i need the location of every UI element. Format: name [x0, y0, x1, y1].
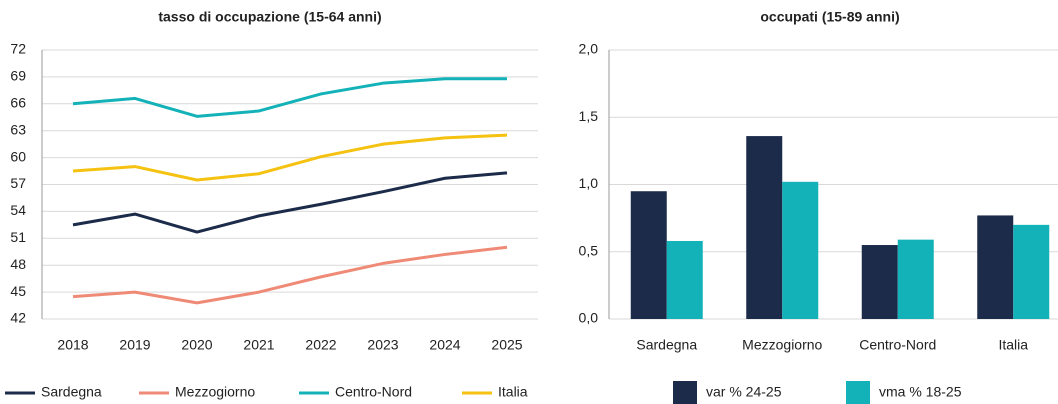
legend-swatch [846, 381, 870, 404]
x-tick-label: 2018 [57, 337, 88, 353]
y-tick-label: 1,5 [579, 108, 599, 124]
y-tick-label: 1,0 [579, 175, 599, 191]
y-tick-label: 72 [10, 41, 26, 57]
bar [630, 191, 667, 319]
legend-label: vma % 18-25 [879, 384, 962, 400]
x-tick-label: 2019 [119, 337, 150, 353]
chart-title: tasso di occupazione (15-64 anni) [158, 9, 381, 25]
y-tick-label: 0,5 [579, 242, 599, 258]
y-tick-label: 48 [10, 256, 26, 272]
x-tick-label: 2023 [367, 337, 398, 353]
y-tick-label: 63 [10, 121, 26, 137]
bar [782, 181, 819, 319]
line-series [72, 133, 508, 182]
x-tick-label: 2021 [243, 337, 274, 353]
bar [746, 136, 783, 319]
legend-label: var % 24-25 [706, 384, 782, 400]
y-tick-label: 45 [10, 283, 26, 299]
line-series [72, 171, 508, 234]
legend-label: Mezzogiorno [175, 384, 255, 400]
x-tick-label: 2024 [429, 337, 460, 353]
y-tick-label: 42 [10, 310, 26, 326]
legend-swatch [673, 381, 697, 404]
bar [897, 239, 934, 319]
x-tick-label: Mezzogiorno [742, 337, 822, 353]
line-series [72, 245, 508, 305]
legend-label: Italia [498, 384, 528, 400]
y-tick-label: 66 [10, 95, 26, 111]
y-tick-label: 0,0 [579, 310, 599, 326]
y-tick-label: 54 [10, 202, 26, 218]
y-tick-label: 60 [10, 148, 26, 164]
y-tick-label: 69 [10, 68, 26, 84]
x-tick-label: Sardegna [636, 337, 697, 353]
legend-label: Sardegna [41, 384, 102, 400]
bar [1013, 224, 1050, 319]
bar [977, 215, 1014, 319]
y-tick-label: 2,0 [579, 41, 599, 57]
bar [666, 240, 703, 319]
y-tick-label: 51 [10, 229, 26, 245]
y-tick-label: 57 [10, 175, 26, 191]
x-tick-label: Italia [998, 337, 1028, 353]
legend-label: Centro-Nord [335, 384, 412, 400]
bar [861, 245, 898, 319]
x-tick-label: 2025 [491, 337, 522, 353]
x-tick-label: Centro-Nord [859, 337, 936, 353]
chart-title: occupati (15-89 anni) [760, 9, 899, 25]
line-series [72, 77, 507, 118]
x-tick-label: 2020 [181, 337, 212, 353]
x-tick-label: 2022 [305, 337, 336, 353]
